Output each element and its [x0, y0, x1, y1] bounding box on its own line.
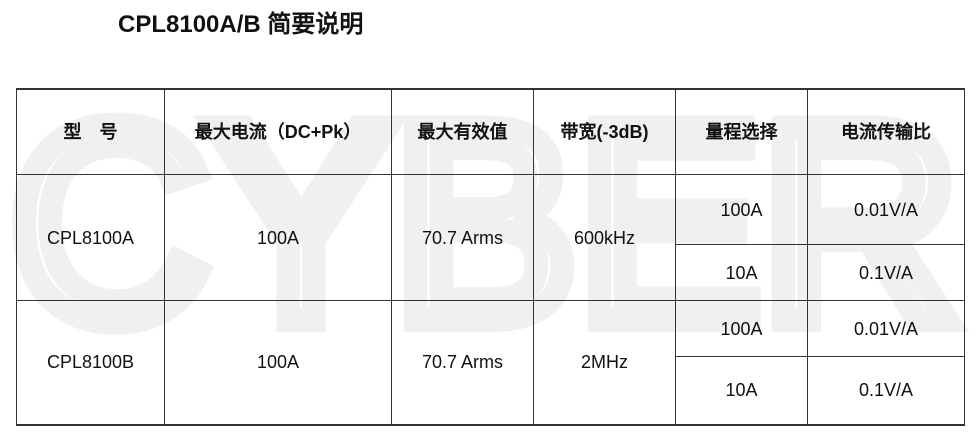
table-subrow: 10A 0.1V/A	[17, 356, 965, 425]
table-subrow: 10A 0.1V/A	[17, 244, 965, 301]
ratio-cell: 0.1V/A	[807, 356, 965, 425]
model-cell: CPL8100A	[16, 174, 165, 301]
ratio-cell: 0.01V/A	[807, 300, 965, 357]
range-cell: 10A	[675, 356, 808, 425]
header-model: 型 号	[16, 88, 165, 175]
header-range: 量程选择	[675, 88, 808, 175]
ratio-cell: 0.01V/A	[807, 174, 965, 245]
max-rms-cell: 70.7 Arms	[391, 174, 534, 301]
range-cell: 100A	[675, 300, 808, 357]
max-current-cell: 100A	[164, 174, 392, 301]
table-row: CPL8100A 100A 70.7 Arms 600kHz 100A 0.01…	[16, 174, 965, 301]
max-rms-cell: 70.7 Arms	[391, 300, 534, 425]
page-title: CPL8100A/B 简要说明	[118, 11, 364, 38]
header-max-rms: 最大有效值	[391, 88, 534, 175]
bandwidth-cell: 600kHz	[533, 174, 676, 301]
model-cell: CPL8100B	[16, 300, 165, 425]
table-row: CPL8100B 100A 70.7 Arms 2MHz 100A 0.01V/…	[16, 300, 965, 425]
header-row: 型 号 最大电流（DC+Pk） 最大有效值 带宽(-3dB) 量程选择 电流传输…	[16, 88, 965, 175]
bandwidth-cell: 2MHz	[533, 300, 676, 425]
spec-table: 型 号 最大电流（DC+Pk） 最大有效值 带宽(-3dB) 量程选择 电流传输…	[16, 88, 965, 426]
header-bandwidth: 带宽(-3dB)	[533, 88, 676, 175]
max-current-cell: 100A	[164, 300, 392, 425]
range-cell: 100A	[675, 174, 808, 245]
header-max-current: 最大电流（DC+Pk）	[164, 88, 392, 175]
range-cell: 10A	[675, 244, 808, 301]
ratio-cell: 0.1V/A	[807, 244, 965, 301]
header-ratio: 电流传输比	[807, 88, 965, 175]
